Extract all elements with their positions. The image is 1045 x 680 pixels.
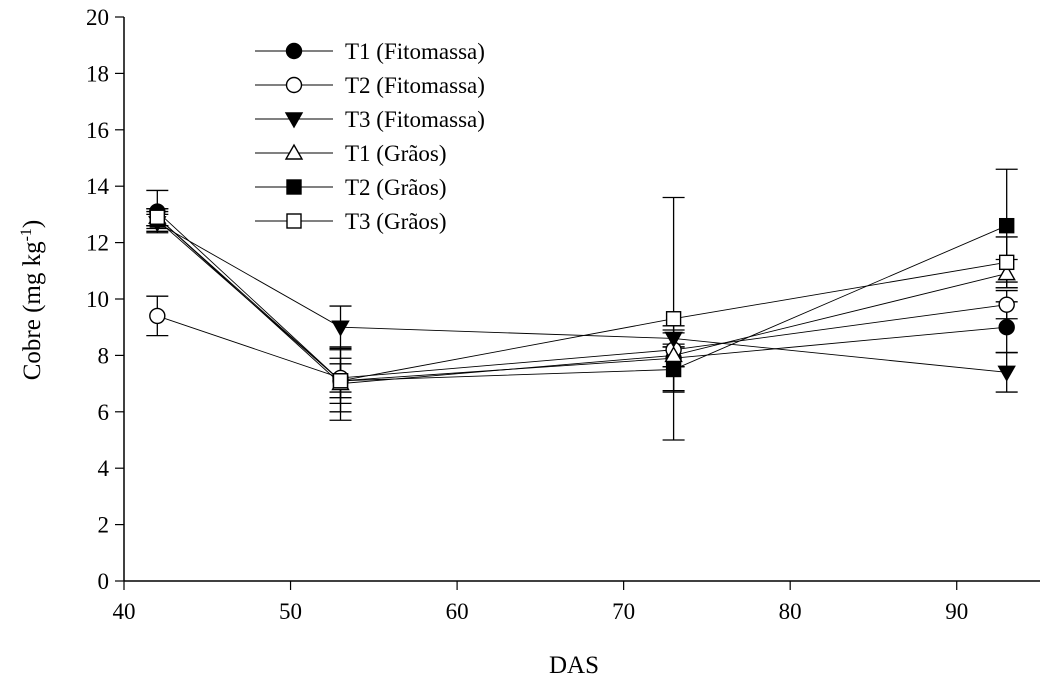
x-tick-label: 70: [612, 599, 635, 624]
x-tick-label: 50: [279, 599, 302, 624]
series-line-t2-fitomassa: [157, 304, 1007, 379]
y-tick-label: 0: [98, 569, 110, 594]
data-point-t3-fitomassa: [997, 365, 1016, 382]
plot-markers: [148, 203, 1016, 391]
legend-label-t2-graos: T2 (Grãos): [345, 175, 447, 200]
data-point-t3-graos: [665, 311, 682, 327]
y-tick-label: 4: [98, 456, 110, 481]
legend-marker-t2-graos: [286, 179, 302, 195]
y-axis-title-main: Cobre (mg kg: [19, 241, 46, 380]
legend-label-t1-fitomassa: T1 (Fitomassa): [345, 39, 485, 64]
data-point-t3-graos: [998, 254, 1015, 271]
x-tick-label: 60: [446, 599, 469, 624]
y-tick-label: 20: [86, 5, 109, 30]
x-axis-title: DAS: [549, 652, 599, 679]
series-line-t3-fitomassa: [157, 222, 1007, 373]
legend-marker-t3-graos: [286, 213, 302, 229]
legend-label-t3-graos: T3 (Grãos): [345, 209, 447, 234]
series-line-t3-graos: [157, 216, 1007, 382]
y-tick-label: 8: [98, 343, 110, 368]
y-tick-label: 2: [98, 513, 110, 538]
x-tick-label: 80: [779, 599, 802, 624]
legend-marker-t1-fitomassa: [285, 42, 303, 60]
data-point-t3-graos: [149, 209, 166, 225]
y-tick-label: 18: [86, 61, 109, 86]
data-point-t3-fitomassa: [664, 331, 683, 348]
x-tick-label: 40: [113, 599, 136, 624]
data-point-t2-fitomassa: [998, 296, 1015, 313]
data-point-t2-fitomassa: [149, 307, 166, 325]
legend-marker-t1-graos: [284, 143, 304, 160]
series-line-t2-graos: [157, 219, 1007, 382]
y-tick-label: 12: [86, 231, 109, 256]
plot-errorbars: [146, 168, 1018, 441]
data-point-t3-fitomassa: [331, 320, 350, 337]
data-point-t1-graos: [997, 264, 1016, 281]
legend-label-t1-graos: T1 (Grãos): [345, 141, 447, 166]
plot-axes: 0 2 4 6 8 10 12 14 16 18 20 40 50 60 70 80 90: [86, 5, 1040, 624]
data-point-t2-graos: [665, 361, 682, 378]
y-tick-label: 14: [86, 174, 110, 199]
legend-label-t3-fitomassa: T3 (Fitomassa): [345, 107, 485, 132]
data-point-t1-graos: [664, 345, 683, 363]
legend-label-t2-fitomassa: T2 (Fitomassa): [345, 73, 485, 98]
y-tick-label: 6: [98, 400, 110, 425]
data-point-t1-fitomassa: [998, 319, 1015, 336]
legend-marker-t2-fitomassa: [285, 76, 303, 94]
data-point-t2-graos: [998, 217, 1015, 234]
data-point-t3-graos: [332, 373, 349, 389]
y-axis-title: Cobre (mg kg-1): [18, 220, 46, 381]
legend: T1 (Fitomassa) T2 (Fitomassa) T3 (Fitomass…: [255, 39, 485, 234]
series-line-t1-fitomassa: [157, 211, 1007, 382]
legend-marker-t3-fitomassa: [284, 112, 304, 129]
plot-lines: [157, 211, 1007, 385]
y-axis-title-suffix: ): [19, 220, 46, 228]
y-tick-label: 10: [86, 287, 109, 312]
x-tick-label: 90: [945, 599, 968, 624]
y-tick-label: 16: [86, 118, 109, 143]
y-axis-title-superscript: -1: [18, 228, 35, 241]
